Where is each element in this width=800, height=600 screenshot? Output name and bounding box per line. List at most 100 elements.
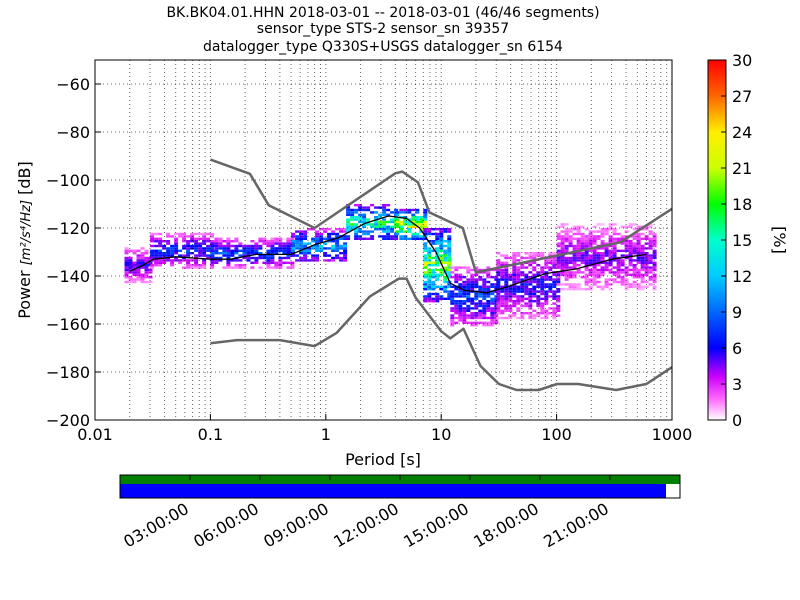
density-cell <box>423 247 428 250</box>
density-cell <box>540 304 545 308</box>
density-cell <box>580 237 585 240</box>
density-cell <box>358 208 363 212</box>
density-cell <box>242 264 247 267</box>
density-cell <box>423 271 428 274</box>
density-cell <box>516 288 521 291</box>
density-cell <box>496 292 501 296</box>
density-cell <box>632 285 637 288</box>
density-cell <box>258 244 263 248</box>
density-cell <box>246 252 251 255</box>
density-cell <box>339 247 344 250</box>
density-cell <box>390 211 395 214</box>
density-cell <box>508 288 513 291</box>
density-cell <box>354 232 359 236</box>
density-cell <box>148 268 153 272</box>
density-cell <box>486 302 491 305</box>
density-cell <box>466 271 471 274</box>
density-cell <box>556 256 561 260</box>
density-cell <box>588 273 593 276</box>
density-cell <box>490 300 495 303</box>
density-cell <box>572 259 577 262</box>
density-cell <box>616 240 621 243</box>
density-cell <box>423 261 428 264</box>
density-cell <box>648 254 653 257</box>
density-cell <box>486 273 491 276</box>
density-cell <box>435 264 440 267</box>
density-cell <box>450 266 455 269</box>
density-cell <box>532 316 537 320</box>
density-cell <box>652 261 657 264</box>
density-cell <box>327 254 332 257</box>
density-cell <box>596 237 601 240</box>
density-cell <box>399 228 404 231</box>
density-cell <box>182 266 187 269</box>
density-cell <box>532 285 537 288</box>
density-cell <box>222 244 227 248</box>
density-cell <box>560 261 565 264</box>
density-cell <box>182 240 187 243</box>
density-cell <box>482 295 487 298</box>
density-cell <box>427 300 432 303</box>
density-cell <box>474 324 479 327</box>
density-cell <box>632 249 637 252</box>
density-cell <box>458 312 463 315</box>
density-cell <box>431 256 436 260</box>
density-cell <box>564 240 569 243</box>
density-cell <box>182 244 187 248</box>
density-cell <box>419 228 424 231</box>
density-cell <box>427 292 432 296</box>
density-cell <box>435 240 440 243</box>
density-cell <box>508 316 513 320</box>
density-cell <box>496 278 501 281</box>
density-cell <box>560 266 565 269</box>
density-cell <box>624 283 629 286</box>
density-cell <box>528 252 533 255</box>
density-cell <box>443 228 448 231</box>
density-cell <box>482 290 487 293</box>
density-cell <box>568 235 573 238</box>
density-cell <box>462 276 467 279</box>
density-cell <box>474 280 479 284</box>
density-cell <box>652 240 657 243</box>
density-cell <box>307 259 312 262</box>
density-cell <box>307 249 312 252</box>
density-cell <box>648 237 653 240</box>
density-cell <box>234 240 239 243</box>
density-cell <box>158 232 163 236</box>
density-cell <box>528 307 533 310</box>
density-cell <box>644 228 649 231</box>
density-cell <box>482 309 487 312</box>
density-cell <box>242 266 247 269</box>
density-cell <box>500 316 505 320</box>
density-cell <box>242 247 247 250</box>
density-cell <box>556 304 561 308</box>
density-cell <box>178 249 183 252</box>
density-cell <box>295 259 300 262</box>
density-cell <box>132 249 137 252</box>
density-cell <box>482 271 487 274</box>
density-cell <box>548 288 553 291</box>
density-cell <box>458 302 463 305</box>
density-cell <box>576 288 581 291</box>
y-axis-label-suffix: [dB] <box>15 161 34 200</box>
density-cell <box>431 292 436 296</box>
density-cell <box>390 228 395 231</box>
density-cell <box>528 254 533 257</box>
density-cell <box>431 297 436 300</box>
density-cell <box>170 264 175 267</box>
density-cell <box>564 228 569 231</box>
density-cell <box>386 204 391 207</box>
density-cell <box>186 254 191 257</box>
density-cell <box>427 283 432 286</box>
density-cell <box>128 278 133 281</box>
density-cell <box>354 216 359 219</box>
density-cell <box>299 240 304 243</box>
density-cell <box>496 290 501 293</box>
density-cell <box>608 264 613 267</box>
density-cell <box>374 216 379 219</box>
density-cell <box>350 216 355 219</box>
density-cell <box>382 211 387 214</box>
density-cell <box>500 309 505 312</box>
timeline-tick-label: 12:00:00 <box>330 499 402 551</box>
density-cell <box>600 259 605 262</box>
